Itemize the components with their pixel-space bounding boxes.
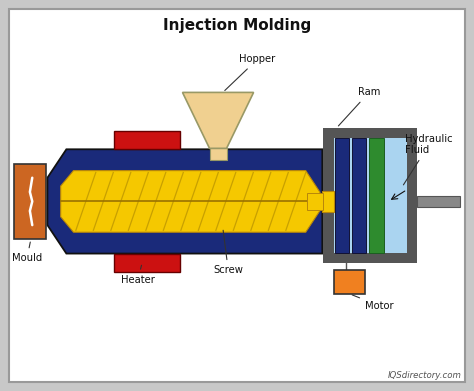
Text: Injection Molding: Injection Molding bbox=[163, 18, 311, 32]
Text: Mould: Mould bbox=[12, 242, 42, 263]
Bar bbox=[210, 148, 227, 160]
Text: Heater: Heater bbox=[121, 265, 155, 285]
Bar bbox=[322, 191, 334, 212]
Bar bbox=[334, 138, 407, 253]
Bar bbox=[334, 270, 365, 294]
Text: IQSdirectory.com: IQSdirectory.com bbox=[388, 371, 462, 380]
Polygon shape bbox=[61, 170, 320, 232]
Bar bbox=[417, 196, 460, 206]
Text: Screw: Screw bbox=[213, 230, 243, 275]
Bar bbox=[323, 128, 417, 263]
Bar bbox=[14, 163, 46, 239]
Text: Hopper: Hopper bbox=[225, 54, 275, 90]
Bar bbox=[369, 138, 384, 253]
Bar bbox=[352, 138, 366, 253]
Bar bbox=[335, 138, 349, 253]
Bar bbox=[114, 253, 180, 272]
Bar bbox=[114, 131, 180, 149]
Bar bbox=[307, 193, 323, 210]
Text: Hydraulic
Fluid: Hydraulic Fluid bbox=[403, 134, 453, 185]
FancyBboxPatch shape bbox=[9, 9, 465, 382]
Text: Motor: Motor bbox=[352, 295, 393, 311]
Polygon shape bbox=[182, 92, 254, 148]
Text: Ram: Ram bbox=[338, 88, 380, 126]
Polygon shape bbox=[47, 149, 322, 253]
